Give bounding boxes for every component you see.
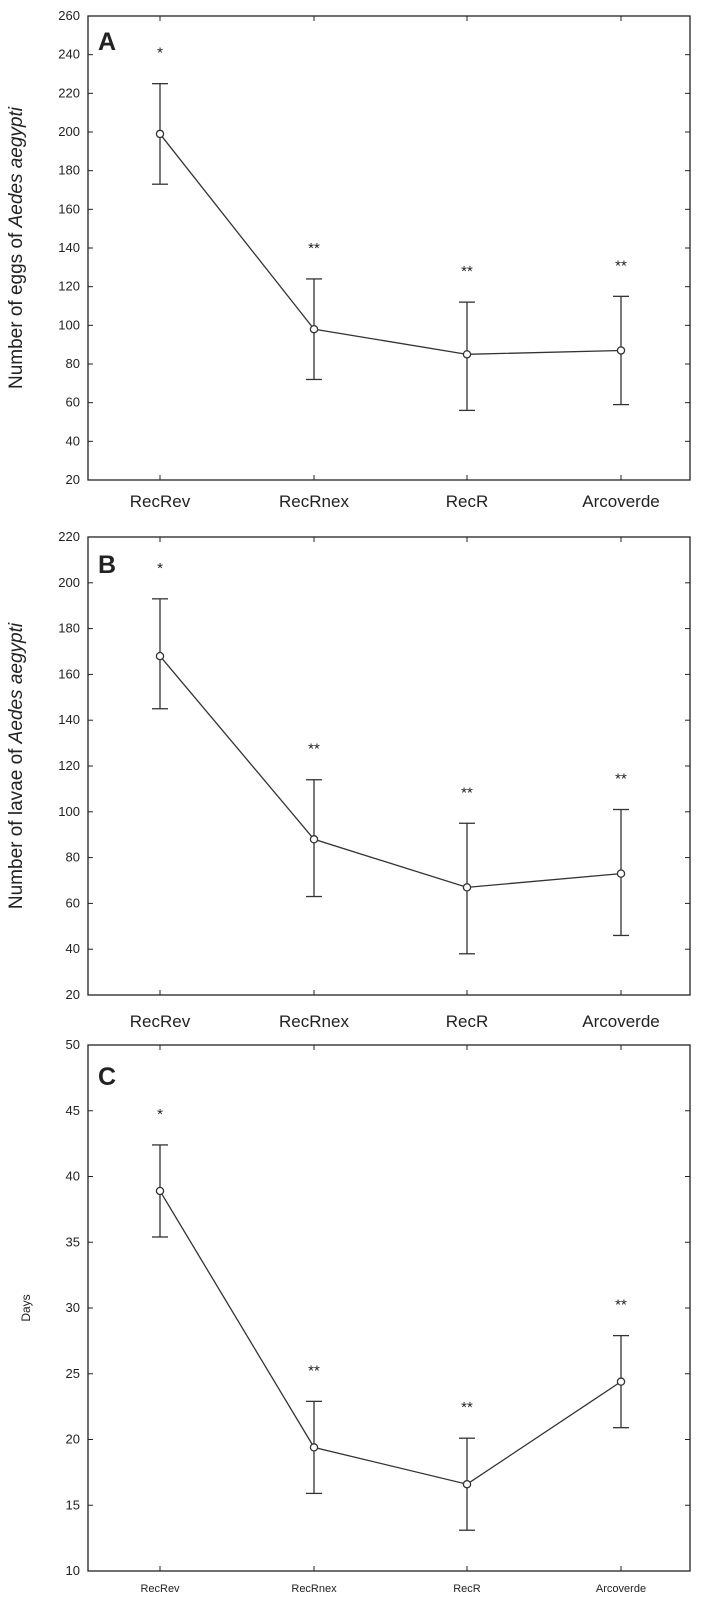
significance-marker: ** — [308, 1362, 320, 1379]
y-tick-label: 45 — [66, 1103, 80, 1118]
significance-marker: ** — [615, 257, 627, 274]
y-axis-label-species: Aedes aegypti — [6, 622, 27, 744]
y-tick-label: 240 — [58, 47, 80, 62]
y-tick-label: 40 — [66, 1169, 80, 1184]
significance-marker: * — [157, 1106, 163, 1123]
y-tick-label: 20 — [66, 472, 80, 487]
plot-frame — [87, 1044, 691, 1572]
y-tick-label: 15 — [66, 1497, 80, 1512]
data-point — [462, 350, 472, 359]
panel-label: B — [98, 551, 116, 579]
y-tick-label: 200 — [58, 124, 80, 139]
significance-marker: * — [157, 45, 163, 62]
y-tick-label: 30 — [66, 1300, 80, 1315]
y-tick-label: 10 — [66, 1563, 80, 1578]
significance-marker: ** — [461, 263, 473, 280]
y-axis-label: Days — [19, 1294, 33, 1321]
category-label: RecR — [453, 1583, 481, 1595]
data-point — [462, 1479, 472, 1489]
y-tick-label: 40 — [66, 941, 80, 956]
y-tick-label: 20 — [66, 987, 80, 1002]
category-label: RecRnex — [279, 1012, 349, 1031]
panel-b: B 20 40 60 80 100 120 140 160 180 200 220 RecRev RecR… — [6, 529, 691, 1031]
y-tick-label: 100 — [58, 317, 80, 332]
y-tick-label: 220 — [58, 529, 80, 544]
plot-frame — [87, 15, 691, 481]
y-tick-label: 80 — [66, 850, 80, 865]
y-tick-label: 35 — [66, 1234, 80, 1249]
plot-frame — [87, 536, 691, 996]
data-point — [309, 324, 319, 334]
data-point — [616, 1377, 626, 1386]
category-label: Arcoverde — [596, 1583, 646, 1595]
y-axis-label-text: Days — [19, 1294, 33, 1321]
category-label: RecRnex — [279, 492, 349, 511]
series-line — [159, 1190, 622, 1485]
y-tick-label: 180 — [58, 621, 80, 636]
data-point — [155, 1186, 165, 1196]
y-tick-label: 50 — [66, 1037, 80, 1052]
y-axis-label-text: Number of eggs of — [6, 227, 27, 389]
category-label: RecRev — [130, 1012, 191, 1031]
y-tick-label: 60 — [66, 895, 80, 910]
significance-marker: * — [157, 560, 163, 577]
category-label: RecRev — [140, 1583, 180, 1595]
category-label: RecR — [446, 1012, 489, 1031]
significance-marker: ** — [308, 240, 320, 257]
panel-label: A — [98, 28, 116, 56]
y-axis-label: Number of lavae of Aedes aegypti — [6, 622, 27, 909]
panel-c: C 10 15 20 25 30 35 40 45 50 RecRev RecRnex RecR Arco… — [19, 1037, 691, 1595]
y-tick-label: 260 — [58, 8, 80, 23]
y-tick-label: 160 — [58, 201, 80, 216]
category-label: RecRev — [130, 492, 191, 511]
category-label: Arcoverde — [582, 1012, 659, 1031]
y-tick-label: 25 — [66, 1366, 80, 1381]
data-point — [616, 869, 626, 878]
data-point — [155, 129, 165, 139]
y-tick-label: 120 — [58, 758, 80, 773]
category-label: Arcoverde — [582, 492, 659, 511]
series-line — [159, 133, 622, 355]
y-tick-label: 200 — [58, 575, 80, 590]
y-tick-label: 120 — [58, 279, 80, 294]
y-tick-label: 60 — [66, 395, 80, 410]
significance-marker: ** — [308, 741, 320, 758]
y-tick-label: 20 — [66, 1432, 80, 1447]
y-axis-label-species: Aedes aegypti — [6, 106, 27, 228]
significance-marker: ** — [615, 1297, 627, 1314]
category-label: RecR — [446, 492, 489, 511]
data-point — [155, 651, 165, 661]
y-tick-label: 40 — [66, 433, 80, 448]
data-point — [616, 346, 626, 355]
y-tick-label: 140 — [58, 712, 80, 727]
category-label: RecRnex — [291, 1583, 337, 1595]
data-point — [462, 883, 472, 892]
y-tick-label: 80 — [66, 356, 80, 371]
panel-label: C — [98, 1063, 116, 1091]
y-tick-label: 180 — [58, 163, 80, 178]
y-tick-label: 220 — [58, 85, 80, 100]
y-axis-label-text: Number of lavae of — [6, 743, 27, 909]
series-line — [159, 655, 622, 889]
y-tick-label: 100 — [58, 804, 80, 819]
y-tick-label: 140 — [58, 240, 80, 255]
significance-marker: ** — [461, 784, 473, 801]
significance-marker: ** — [615, 771, 627, 788]
y-tick-label: 160 — [58, 666, 80, 681]
significance-marker: ** — [461, 1399, 473, 1416]
panel-a: A 20 40 60 80 100 120 140 160 180 200 220 240 260 RecR… — [6, 8, 691, 511]
data-point — [309, 835, 319, 844]
data-point — [309, 1443, 319, 1452]
y-axis-label: Number of eggs of Aedes aegypti — [6, 106, 27, 389]
